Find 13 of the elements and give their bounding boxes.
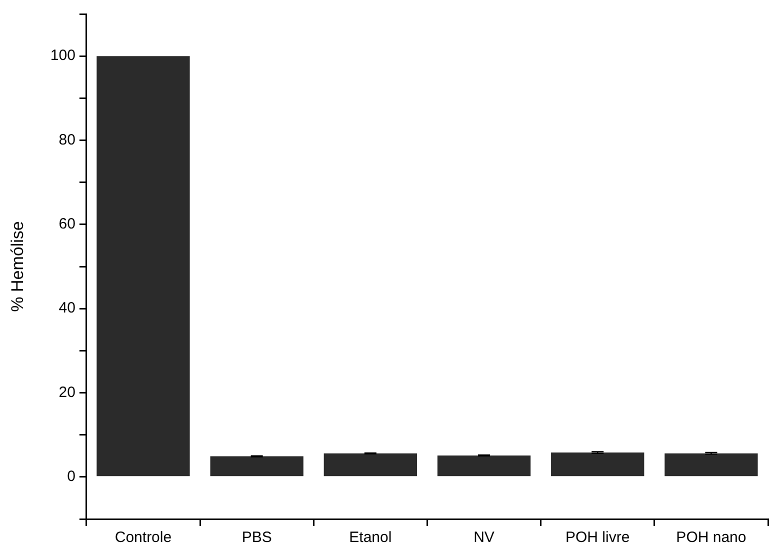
x-tick-label: NV <box>474 529 494 546</box>
y-tick-label: 80 <box>58 131 76 148</box>
y-axis-title: % Hemólise <box>8 221 27 312</box>
x-tick-label: POH nano <box>676 529 746 546</box>
x-tick-label: Etanol <box>349 529 392 546</box>
y-tick-label: 0 <box>67 468 76 486</box>
x-tick-label: POH livre <box>566 529 630 546</box>
y-tick-label: 20 <box>58 384 76 401</box>
y-tick-label: 40 <box>58 300 76 317</box>
x-tick-label: PBS <box>242 529 272 546</box>
y-tick-label: 60 <box>58 216 76 233</box>
y-tick-label: 100 <box>50 47 76 64</box>
x-tick-label: Controle <box>114 529 172 546</box>
